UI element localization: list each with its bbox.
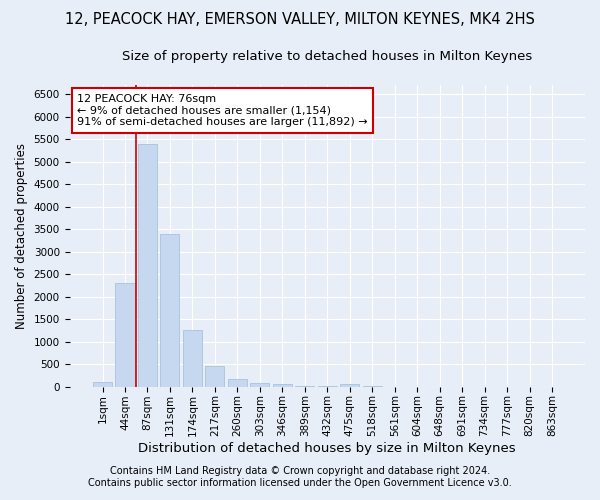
Text: Contains HM Land Registry data © Crown copyright and database right 2024.
Contai: Contains HM Land Registry data © Crown c…: [88, 466, 512, 487]
Bar: [93, 382, 112, 386]
Bar: [205, 366, 224, 386]
Bar: [138, 144, 157, 386]
Bar: [340, 384, 359, 386]
Bar: [183, 330, 202, 386]
Y-axis label: Number of detached properties: Number of detached properties: [15, 143, 28, 329]
X-axis label: Distribution of detached houses by size in Milton Keynes: Distribution of detached houses by size …: [139, 442, 516, 455]
Bar: [160, 234, 179, 386]
Text: 12, PEACOCK HAY, EMERSON VALLEY, MILTON KEYNES, MK4 2HS: 12, PEACOCK HAY, EMERSON VALLEY, MILTON …: [65, 12, 535, 28]
Bar: [115, 283, 134, 387]
Bar: [250, 384, 269, 386]
Bar: [273, 384, 292, 386]
Text: 12 PEACOCK HAY: 76sqm
← 9% of detached houses are smaller (1,154)
91% of semi-de: 12 PEACOCK HAY: 76sqm ← 9% of detached h…: [77, 94, 368, 128]
Bar: [228, 379, 247, 386]
Title: Size of property relative to detached houses in Milton Keynes: Size of property relative to detached ho…: [122, 50, 532, 63]
